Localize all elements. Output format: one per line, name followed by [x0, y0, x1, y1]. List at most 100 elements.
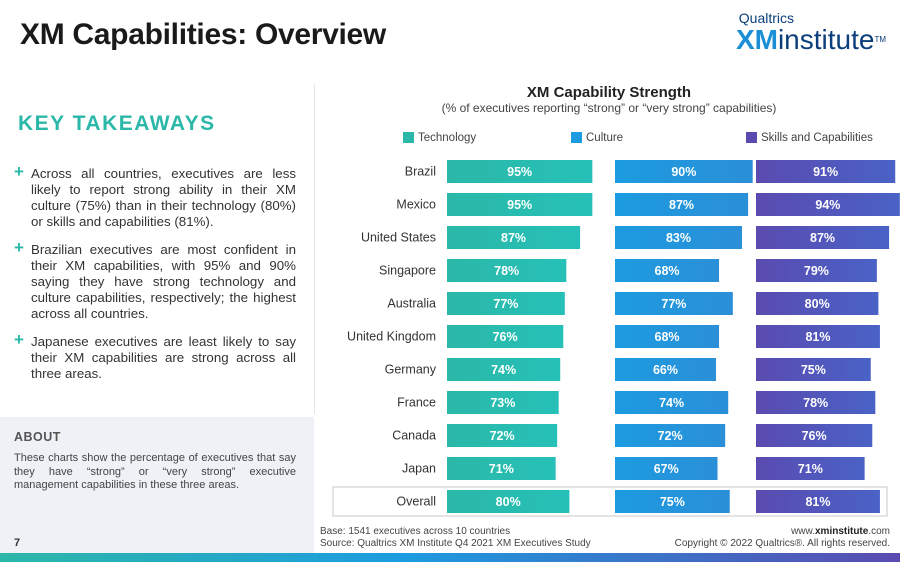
- legend-label: Technology: [418, 132, 476, 144]
- xm-institute-logo: Qualtrics XMinstituteTM: [736, 10, 886, 54]
- bar-culture: [615, 457, 718, 480]
- chart-subtitle: (% of executives reporting “strong” or “…: [442, 101, 777, 115]
- bar-value-label: 78%: [803, 396, 828, 410]
- bar-value-label: 71%: [489, 462, 514, 476]
- page-title: XM Capabilities: Overview: [20, 18, 386, 51]
- bar-culture: [615, 358, 716, 381]
- bar-value-label: 79%: [804, 264, 829, 278]
- takeaway-text: Japanese executives are least likely to …: [31, 334, 296, 381]
- footer-website[interactable]: www.xminstitute.com: [791, 526, 890, 537]
- bar-value-label: 75%: [801, 363, 826, 377]
- bar-culture: [615, 391, 729, 414]
- bar-skills-and-capabilities: [756, 391, 876, 414]
- bar-value-label: 83%: [666, 231, 691, 245]
- bar-skills-and-capabilities: [756, 226, 890, 249]
- bar-value-label: 77%: [661, 297, 686, 311]
- bar-value-label: 94%: [815, 198, 840, 212]
- bar-skills-and-capabilities: [756, 160, 896, 183]
- bar-culture: [615, 226, 742, 249]
- bar-technology: [447, 292, 565, 315]
- category-label: Australia: [387, 297, 436, 311]
- bar-skills-and-capabilities: [756, 424, 873, 447]
- bar-value-label: 80%: [496, 495, 521, 509]
- bar-skills-and-capabilities: [756, 193, 900, 216]
- chart-title: XM Capability Strength: [527, 84, 691, 101]
- bar-value-label: 67%: [654, 462, 679, 476]
- bar-culture: [615, 193, 749, 216]
- column-divider: [314, 84, 315, 414]
- bar-value-label: 81%: [805, 330, 830, 344]
- bar-technology: [447, 160, 593, 183]
- bar-technology: [447, 424, 558, 447]
- bar-technology: [447, 490, 570, 513]
- footer-source-text: Source: Qualtrics XM Institute Q4 2021 X…: [320, 538, 591, 549]
- bar-skills-and-capabilities: [756, 259, 877, 282]
- bar-value-label: 74%: [659, 396, 684, 410]
- bar-culture: [615, 259, 720, 282]
- bar-value-label: 73%: [490, 396, 515, 410]
- legend-swatch-technology: [403, 132, 414, 143]
- takeaway-item: + Across all countries, executives are l…: [14, 162, 296, 230]
- bar-value-label: 77%: [493, 297, 518, 311]
- bar-technology: [447, 391, 559, 414]
- takeaway-text: Brazilian executives are most confident …: [31, 242, 296, 321]
- takeaways-list: + Across all countries, executives are l…: [14, 162, 296, 394]
- category-label: Overall: [396, 495, 436, 509]
- bar-value-label: 90%: [671, 165, 696, 179]
- bar-value-label: 74%: [491, 363, 516, 377]
- plus-icon: +: [14, 162, 24, 181]
- bar-value-label: 91%: [813, 165, 838, 179]
- bar-skills-and-capabilities: [756, 457, 865, 480]
- bar-culture: [615, 490, 730, 513]
- footer-copyright-text: Copyright © 2022 Qualtrics®. All rights …: [674, 538, 890, 549]
- bar-technology: [447, 193, 593, 216]
- bar-value-label: 72%: [490, 429, 515, 443]
- takeaway-item: + Japanese executives are least likely t…: [14, 330, 296, 382]
- bar-culture: [615, 292, 733, 315]
- bar-value-label: 71%: [798, 462, 823, 476]
- bar-technology: [447, 259, 567, 282]
- bar-value-label: 76%: [802, 429, 827, 443]
- bar-technology: [447, 226, 581, 249]
- bar-skills-and-capabilities: [756, 292, 879, 315]
- category-label: Japan: [402, 462, 436, 476]
- legend-label: Culture: [586, 132, 623, 144]
- bar-value-label: 72%: [658, 429, 683, 443]
- bar-value-label: 76%: [493, 330, 518, 344]
- takeaway-text: Across all countries, executives are les…: [31, 166, 296, 229]
- takeaway-item: + Brazilian executives are most confiden…: [14, 238, 296, 322]
- category-label: United States: [361, 231, 436, 245]
- bar-technology: [447, 457, 556, 480]
- bar-culture: [615, 160, 753, 183]
- category-label: Mexico: [396, 198, 436, 212]
- logo-tm-mark: TM: [874, 35, 886, 44]
- about-panel: ABOUT These charts show the percentage o…: [0, 417, 314, 553]
- bar-value-label: 78%: [494, 264, 519, 278]
- bar-value-label: 95%: [507, 165, 532, 179]
- footer-source: Base: 1541 executives across 10 countrie…: [320, 526, 591, 550]
- bar-value-label: 68%: [655, 264, 680, 278]
- key-takeaways-title: KEY TAKEAWAYS: [18, 112, 216, 135]
- footer-base: Base: 1541 executives across 10 countrie…: [320, 526, 511, 537]
- legend-swatch-skills-and-capabilities: [746, 132, 757, 143]
- category-label: France: [397, 396, 436, 410]
- bar-value-label: 87%: [810, 231, 835, 245]
- logo-xm-text: XM: [735, 24, 778, 55]
- bar-skills-and-capabilities: [756, 358, 871, 381]
- bar-value-label: 75%: [660, 495, 685, 509]
- bar-value-label: 66%: [653, 363, 678, 377]
- category-label: Canada: [392, 429, 436, 443]
- logo-institute-text: institute: [777, 24, 875, 55]
- page-number: 7: [14, 537, 21, 549]
- category-label: United Kingdom: [347, 330, 436, 344]
- about-text: These charts show the percentage of exec…: [14, 452, 296, 491]
- plus-icon: +: [14, 330, 24, 349]
- logo-qualtrics-text: Qualtrics: [738, 10, 794, 26]
- bar-value-label: 68%: [655, 330, 680, 344]
- category-label: Singapore: [379, 264, 436, 278]
- bar-value-label: 87%: [501, 231, 526, 245]
- plus-icon: +: [14, 238, 24, 257]
- bar-value-label: 80%: [805, 297, 830, 311]
- legend-swatch-culture: [571, 132, 582, 143]
